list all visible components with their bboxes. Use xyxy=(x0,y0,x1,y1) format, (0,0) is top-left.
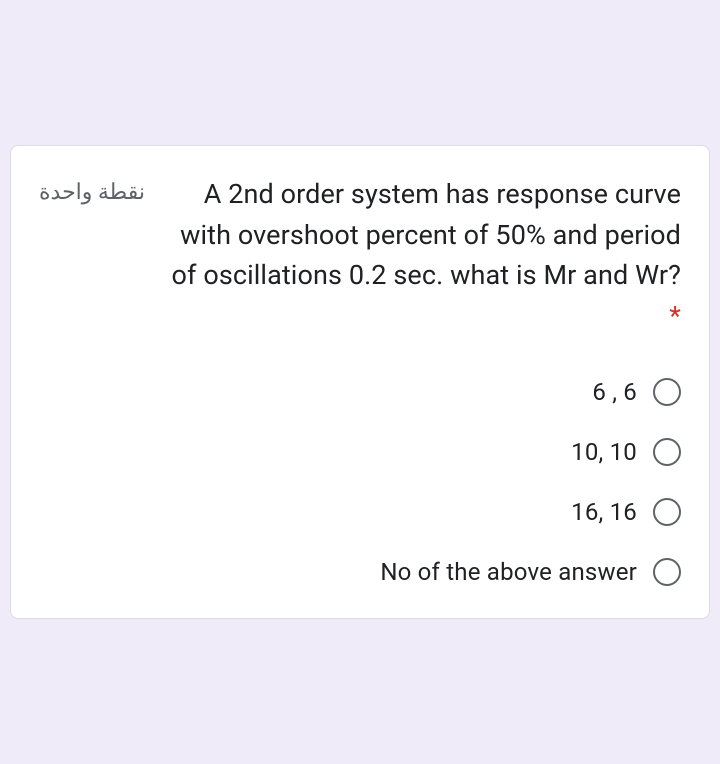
option-row[interactable]: 16, 16 xyxy=(39,498,681,526)
question-card: A 2nd order system has response curve wi… xyxy=(10,145,710,619)
option-row[interactable]: 10, 10 xyxy=(39,438,681,466)
required-star: * xyxy=(669,300,681,332)
option-label: No of the above answer xyxy=(380,558,637,586)
radio-icon[interactable] xyxy=(653,498,681,526)
option-label: 16, 16 xyxy=(571,498,637,526)
question-text-content: A 2nd order system has response curve wi… xyxy=(172,178,681,291)
radio-icon[interactable] xyxy=(653,378,681,406)
option-label: 10, 10 xyxy=(571,438,637,466)
radio-icon[interactable] xyxy=(653,558,681,586)
question-text: A 2nd order system has response curve wi… xyxy=(165,174,681,336)
question-header: A 2nd order system has response curve wi… xyxy=(39,174,681,336)
options-list: 6 , 6 10, 10 16, 16 No of the above answ… xyxy=(39,378,681,586)
option-label: 6 , 6 xyxy=(592,378,637,406)
points-label: نقطة واحدة xyxy=(39,174,145,205)
option-row[interactable]: No of the above answer xyxy=(39,558,681,586)
option-row[interactable]: 6 , 6 xyxy=(39,378,681,406)
radio-icon[interactable] xyxy=(653,438,681,466)
